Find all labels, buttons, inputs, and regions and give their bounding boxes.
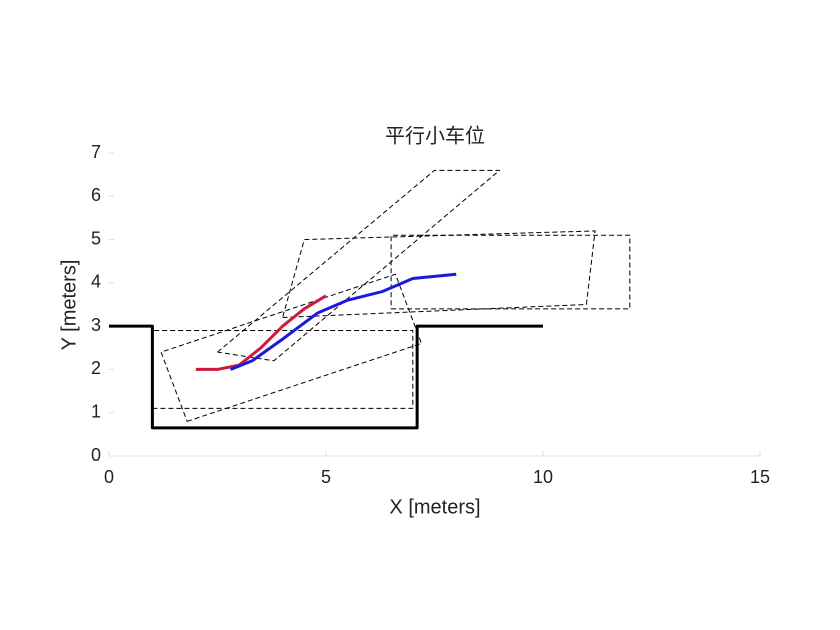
x-tick-label: 15 (750, 467, 770, 487)
x-tick-label: 0 (104, 467, 114, 487)
x-tick-label: 10 (533, 467, 553, 487)
y-axis-label: Y [meters] (58, 260, 80, 351)
x-axis-label: X [meters] (389, 496, 480, 518)
y-tick-label: 3 (91, 315, 101, 335)
y-tick-label: 5 (91, 228, 101, 248)
y-tick-label: 2 (91, 358, 101, 378)
series-line (195, 294, 327, 371)
y-tick-label: 1 (91, 401, 101, 421)
series-line (229, 272, 457, 371)
series-line (160, 273, 422, 422)
y-tick-label: 4 (91, 272, 101, 292)
series-line (282, 230, 596, 318)
x-tick-label: 5 (321, 467, 331, 487)
series-line (109, 324, 543, 430)
series-line (151, 329, 414, 409)
y-tick-label: 0 (91, 445, 101, 465)
chart-title: 平行小车位 (385, 124, 485, 147)
y-tick-label: 6 (91, 185, 101, 205)
series-line (390, 234, 631, 310)
series-line (217, 169, 501, 362)
y-tick-label: 7 (91, 142, 101, 162)
